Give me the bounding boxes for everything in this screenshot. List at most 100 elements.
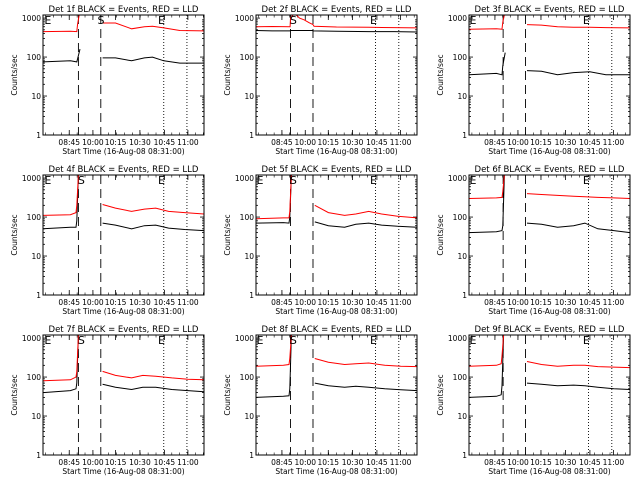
- x-tick-label: 11:00: [390, 138, 412, 147]
- y-axis-label: Counts/sec: [10, 374, 19, 415]
- x-tick-label: 10:15: [530, 298, 552, 307]
- x-axis-label: Start Time (16-Aug-08 08:31:00): [275, 307, 397, 316]
- x-tick-label: 10:30: [342, 458, 364, 467]
- x-tick-label: 10:45: [154, 298, 176, 307]
- end-marker: E: [158, 14, 165, 27]
- x-tick-label: 10:30: [555, 298, 577, 307]
- y-tick-label: 1000: [22, 14, 41, 23]
- x-tick-label: 11:00: [603, 298, 625, 307]
- x-tick-label: 10:00: [294, 138, 316, 147]
- y-axis-label: Counts/sec: [223, 214, 232, 255]
- events-series-line: [42, 48, 204, 64]
- x-tick-label: 08:45: [58, 458, 80, 467]
- y-tick-label: 1000: [448, 334, 467, 343]
- events-series-line: [255, 30, 418, 33]
- y-tick-label: 10: [244, 92, 254, 101]
- x-axis-label: Start Time (16-Aug-08 08:31:00): [62, 467, 184, 476]
- y-tick-label: 10: [31, 412, 41, 421]
- x-tick-label: 10:45: [579, 298, 601, 307]
- events-series-line: [42, 174, 205, 232]
- y-tick-label: 1: [249, 131, 254, 140]
- y-axis-label: Counts/sec: [10, 214, 19, 255]
- y-axis-label: Counts/sec: [223, 374, 232, 415]
- y-tick-label: 10: [31, 92, 41, 101]
- y-axis-label: Counts/sec: [436, 374, 445, 415]
- y-axis-label: Counts/sec: [436, 54, 445, 95]
- x-tick-label: 10:15: [105, 298, 127, 307]
- y-tick-label: 10: [31, 252, 41, 261]
- x-axis-label: Start Time (16-Aug-08 08:31:00): [488, 467, 610, 476]
- panel-title: Det 4f BLACK = Events, RED = LLD: [49, 165, 199, 175]
- end-marker: E: [470, 174, 477, 187]
- x-tick-label: 10:00: [507, 298, 529, 307]
- x-tick-label: 08:45: [58, 298, 80, 307]
- panel-title: Det 9f BLACK = Events, RED = LLD: [475, 325, 625, 335]
- x-axis-label: Start Time (16-Aug-08 08:31:00): [488, 147, 610, 156]
- x-tick-label: 11:00: [177, 138, 199, 147]
- plot-frame: [468, 174, 631, 296]
- y-axis-label: Counts/sec: [10, 54, 19, 95]
- end-marker: E: [583, 334, 590, 347]
- y-tick-label: 1: [462, 451, 467, 460]
- detector-panel-2: Det 2f BLACK = Events, RED = LLD 1 10 100 10…: [223, 5, 418, 156]
- y-tick-label: 1: [36, 451, 41, 460]
- lld-series-line: [468, 174, 631, 199]
- y-tick-label: 1: [249, 451, 254, 460]
- end-marker: E: [158, 174, 165, 187]
- lld-series-line: [255, 174, 418, 220]
- x-tick-label: 10:00: [294, 458, 316, 467]
- panel-title: Det 6f BLACK = Events, RED = LLD: [475, 165, 625, 175]
- lld-series-line: [468, 334, 631, 369]
- y-tick-label: 1: [249, 291, 254, 300]
- end-marker: E: [370, 334, 377, 347]
- y-tick-label: 100: [240, 213, 255, 222]
- events-series-line: [255, 174, 418, 228]
- plot-frame: [42, 334, 205, 456]
- plot-frame: [255, 174, 418, 296]
- x-tick-label: 10:15: [317, 458, 339, 467]
- x-tick-label: 10:00: [507, 138, 529, 147]
- y-tick-label: 100: [453, 213, 468, 222]
- plot-frame: [468, 14, 631, 136]
- plot-frame: [42, 14, 205, 136]
- start-marker: S: [290, 334, 297, 347]
- x-tick-label: 10:45: [366, 298, 388, 307]
- x-tick-label: 08:45: [484, 298, 506, 307]
- y-tick-label: 100: [453, 373, 468, 382]
- panel-title: Det 8f BLACK = Events, RED = LLD: [262, 325, 412, 335]
- end-marker: E: [583, 174, 590, 187]
- plot-frame: [42, 174, 205, 296]
- panel-title: Det 3f BLACK = Events, RED = LLD: [475, 5, 625, 15]
- x-tick-label: 11:00: [177, 298, 199, 307]
- end-marker: E: [470, 334, 477, 347]
- detector-panel-7: Det 7f BLACK = Events, RED = LLD 1 10 100 10…: [10, 325, 205, 476]
- x-tick-label: 10:00: [82, 298, 104, 307]
- x-tick-label: 11:00: [603, 458, 625, 467]
- x-tick-label: 10:15: [530, 138, 552, 147]
- x-axis-label: Start Time (16-Aug-08 08:31:00): [275, 147, 397, 156]
- detector-panel-3: Det 3f BLACK = Events, RED = LLD 1 10 100 10…: [436, 5, 631, 156]
- detector-panel-9: Det 9f BLACK = Events, RED = LLD 1 10 100 10…: [436, 325, 631, 476]
- plot-frame: [255, 334, 418, 456]
- plot-frame: [255, 14, 418, 136]
- end-marker: E: [44, 14, 51, 27]
- y-tick-label: 100: [27, 53, 42, 62]
- x-axis-label: Start Time (16-Aug-08 08:31:00): [62, 307, 184, 316]
- y-tick-label: 1: [36, 131, 41, 140]
- y-tick-label: 10: [457, 252, 467, 261]
- x-tick-label: 10:00: [82, 138, 104, 147]
- start-marker: S: [97, 14, 104, 27]
- y-tick-label: 1000: [22, 174, 41, 183]
- start-marker: S: [290, 14, 297, 27]
- y-tick-label: 100: [240, 373, 255, 382]
- y-tick-label: 10: [244, 252, 254, 261]
- x-tick-label: 08:45: [271, 138, 293, 147]
- end-marker: E: [158, 334, 165, 347]
- detector-panel-1: Det 1f BLACK = Events, RED = LLD 1 10 100 10…: [10, 5, 205, 156]
- x-axis-label: Start Time (16-Aug-08 08:31:00): [62, 147, 184, 156]
- x-tick-label: 10:15: [105, 138, 127, 147]
- x-tick-label: 10:30: [129, 138, 151, 147]
- x-axis-label: Start Time (16-Aug-08 08:31:00): [488, 307, 610, 316]
- start-marker: S: [78, 334, 85, 347]
